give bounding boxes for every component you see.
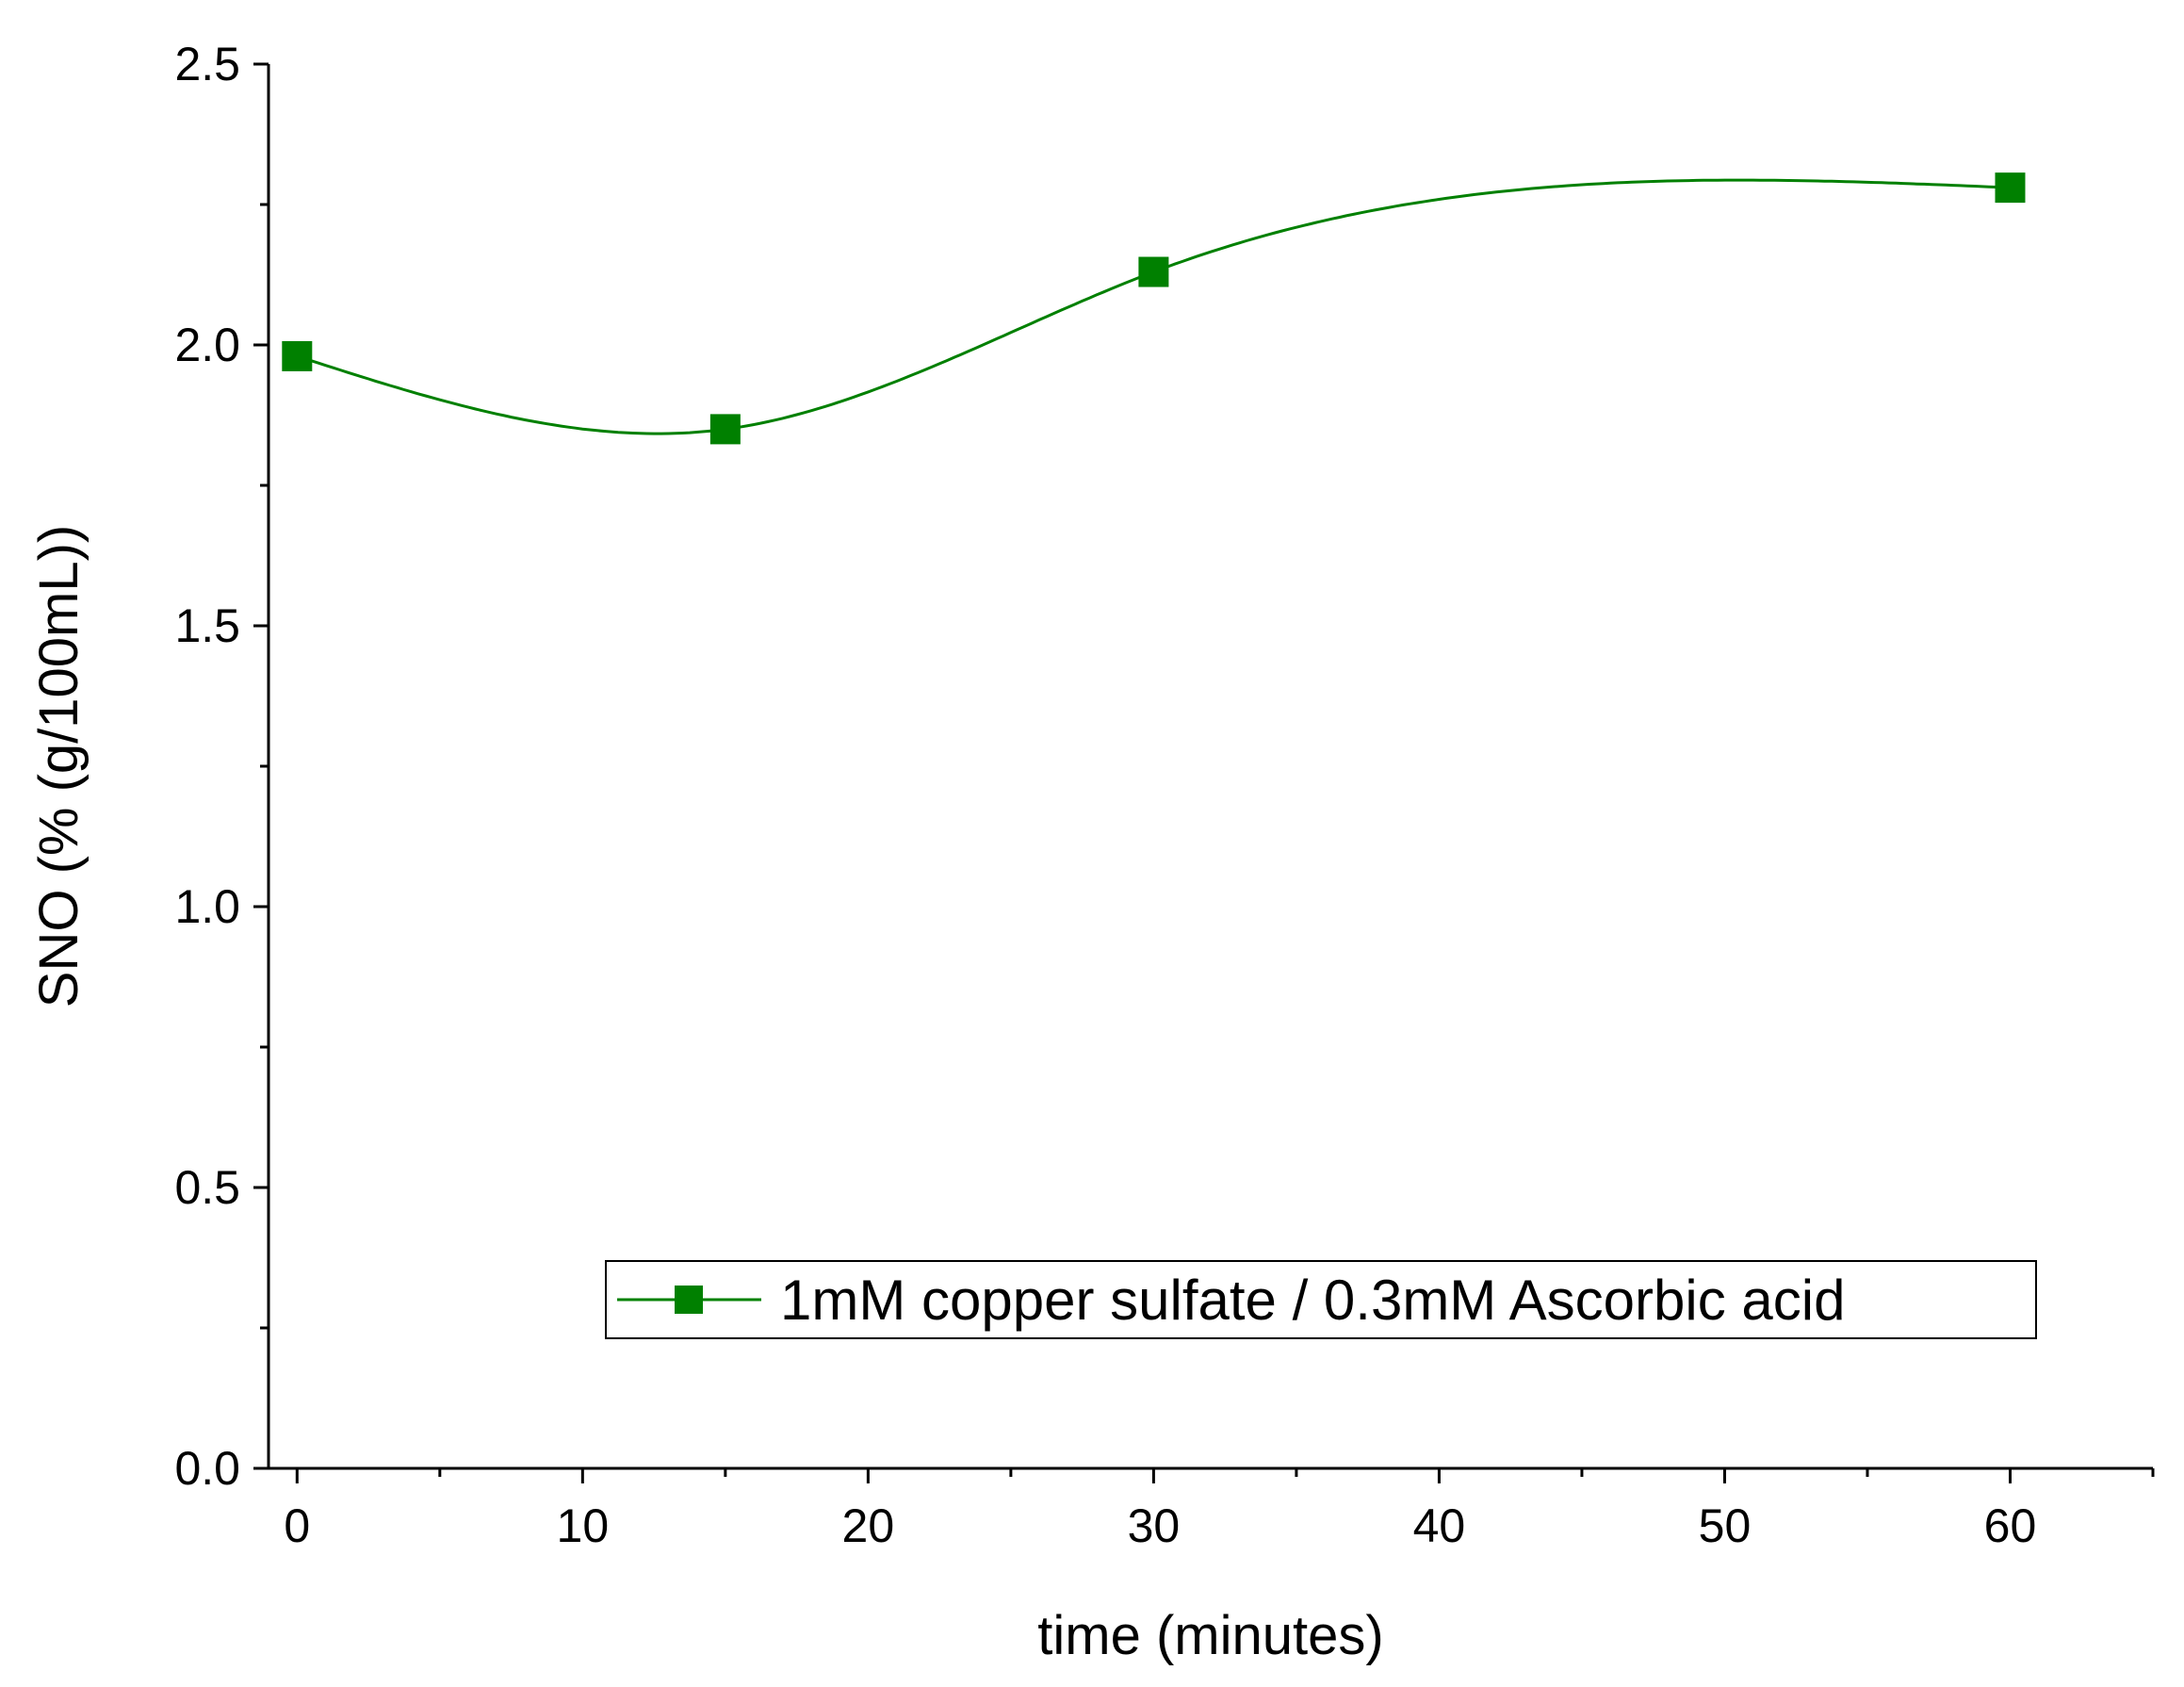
y-tick-label: 1.5 bbox=[174, 599, 240, 652]
x-tick-label: 30 bbox=[1128, 1499, 1181, 1552]
ticks: 0 10 20 30 40 50 60 0.0 0.5 1.0 1.5 2.0 2.5 bbox=[174, 38, 2155, 1552]
data-point bbox=[709, 414, 741, 445]
y-tick-label: 1.0 bbox=[174, 880, 240, 933]
x-tick-label: 40 bbox=[1413, 1499, 1466, 1552]
axes bbox=[267, 64, 2153, 1470]
legend: 1mM copper sulfate / 0.3mM Ascorbic acid bbox=[605, 1260, 2037, 1339]
y-tick-label: 2.0 bbox=[174, 319, 240, 371]
legend-box bbox=[605, 1260, 2037, 1339]
y-tick-label: 0.0 bbox=[174, 1442, 240, 1495]
y-axis-title: SNO (% (g/100mL)) bbox=[28, 525, 90, 1007]
data-point bbox=[282, 340, 313, 371]
x-tick-label: 0 bbox=[284, 1499, 310, 1552]
y-tick-label: 0.5 bbox=[174, 1161, 240, 1214]
x-tick-label: 20 bbox=[842, 1499, 895, 1552]
x-tick-label: 50 bbox=[1699, 1499, 1752, 1552]
data-point bbox=[1138, 256, 1169, 287]
series-line bbox=[296, 178, 2011, 435]
y-tick-label: 2.5 bbox=[174, 38, 240, 90]
x-axis-title: time (minutes) bbox=[1037, 1605, 1383, 1666]
data-point bbox=[1995, 172, 2026, 204]
legend-marker bbox=[675, 1286, 703, 1314]
x-tick-label: 60 bbox=[1984, 1499, 2037, 1552]
x-tick-label: 10 bbox=[557, 1499, 610, 1552]
series-layer bbox=[282, 172, 2026, 445]
legend-label: 1mM copper sulfate / 0.3mM Ascorbic acid bbox=[780, 1269, 1845, 1332]
